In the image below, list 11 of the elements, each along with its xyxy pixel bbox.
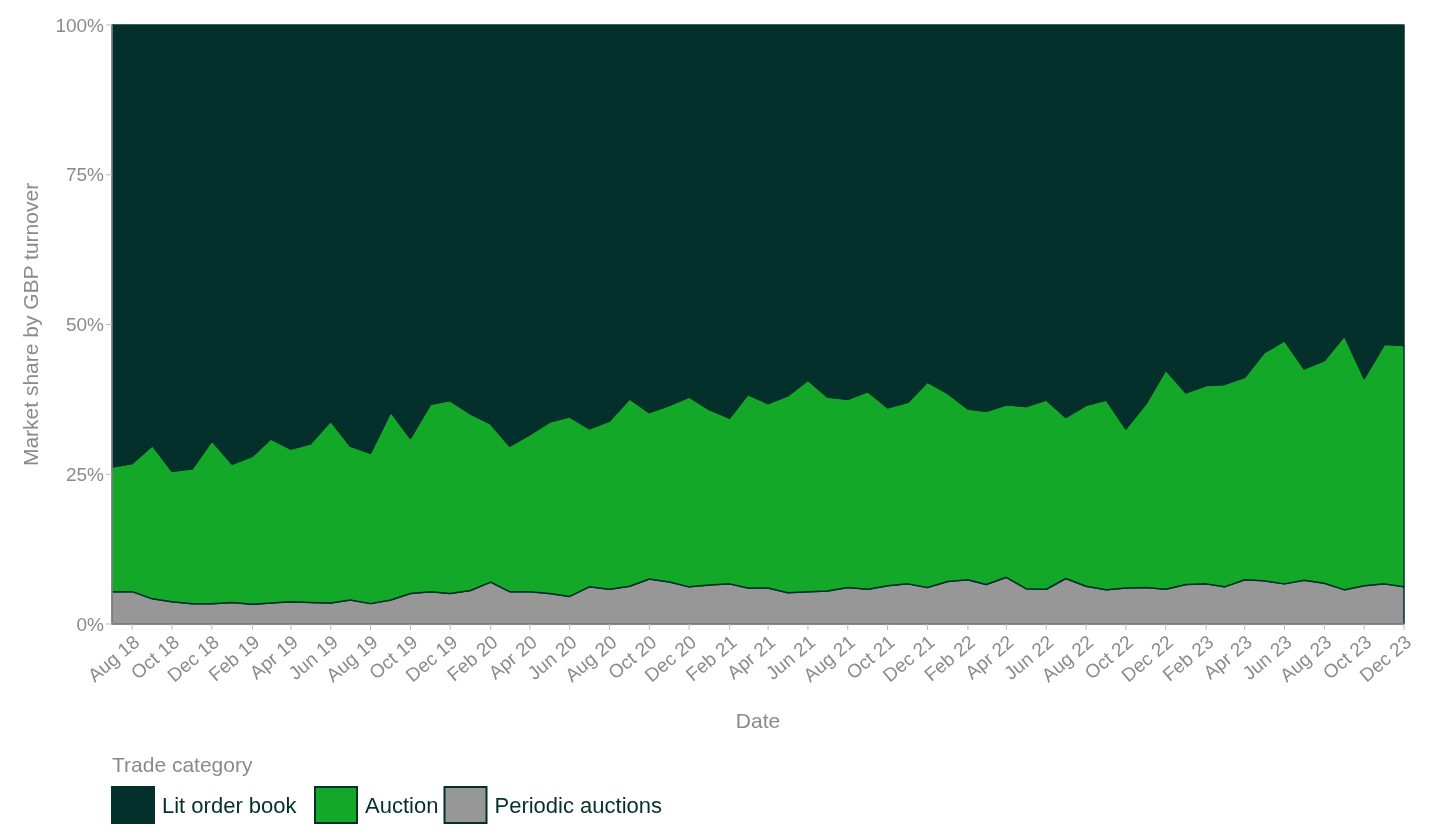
y-axis-title: Market share by GBP turnover	[19, 182, 42, 467]
y-tick-label: 0%	[76, 613, 105, 635]
legend-label: Lit order book	[162, 793, 298, 818]
y-tick-label: 25%	[65, 463, 105, 485]
y-tick-label: 75%	[65, 164, 105, 186]
x-axis-title: Date	[735, 709, 781, 732]
legend-title: Trade category	[112, 753, 253, 776]
legend-label: Auction	[365, 793, 439, 818]
y-tick-label: 50%	[65, 314, 105, 336]
legend-label: Periodic auctions	[494, 793, 663, 818]
y-tick-label: 100%	[55, 14, 105, 36]
